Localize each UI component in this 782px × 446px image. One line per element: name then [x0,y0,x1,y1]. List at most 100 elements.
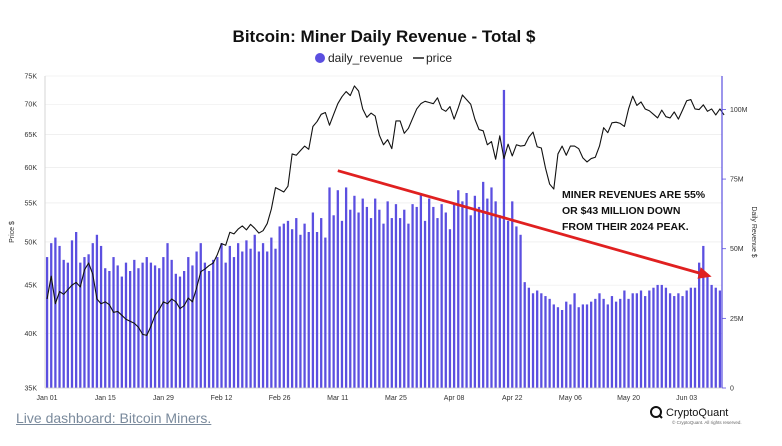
revenue-bar [236,243,240,388]
revenue-bar [108,271,111,388]
revenue-bar [70,240,74,388]
revenue-bar [515,226,518,388]
revenue-bar [465,193,468,388]
live-dashboard-link[interactable]: Live dashboard: Bitcoin Miners. [16,410,212,426]
revenue-bar [457,190,460,388]
revenue-bar [573,293,576,388]
revenue-bar [270,237,273,388]
revenue-bar [681,296,684,388]
left-tick-label: 50K [25,239,38,246]
revenue-bar [278,226,281,388]
brand: CryptoQuant © CryptoQuant. All rights re… [650,406,742,425]
revenue-bar [261,243,265,388]
legend: daily_revenue price [315,51,452,65]
revenue-bar [336,190,339,388]
revenue-bar [369,218,373,388]
revenue-bar [182,271,186,388]
revenue-bar [585,304,589,388]
revenue-bar [677,293,680,388]
revenue-bar [158,268,161,388]
revenue-bar [274,248,277,388]
revenue-bar [365,206,369,388]
left-tick-label: 65K [25,132,38,139]
revenue-bar [581,304,585,388]
revenue-bar [257,251,261,388]
revenue-bar [610,296,614,388]
revenue-bar [614,301,618,388]
revenue-bar [216,257,219,388]
revenue-bar [523,282,526,388]
x-tick-label: May 20 [617,395,640,402]
left-tick-label: 40K [25,331,38,338]
left-tick-label: 55K [25,200,38,207]
revenue-bars [45,89,722,388]
revenue-bar [436,218,439,388]
revenue-bar [394,204,398,388]
revenue-bar [315,232,319,388]
revenue-bar [577,307,580,388]
revenue-bar [324,237,327,388]
revenue-bar [203,262,207,388]
left-tick-label: 75K [25,74,38,81]
revenue-bar [565,301,568,388]
annotation-line-3: FROM THEIR 2024 PEAK. [562,221,689,233]
revenue-bar [166,243,169,388]
revenue-bar [440,204,443,388]
right-tick-label: 50M [730,246,744,253]
annotation-line-2: OR $43 MILLION DOWN [562,205,680,217]
revenue-bar [382,223,385,388]
legend-dot-daily-revenue [315,53,325,63]
logo-tail [658,414,663,419]
revenue-bar [54,237,57,388]
x-axis-ticks: Jan 01 Jan 15 Jan 29 Feb 12 Feb 26 Mar 11 Mar … [37,395,698,402]
revenue-bar [668,293,672,388]
revenue-bar [295,218,298,388]
revenue-bar [594,298,597,388]
cryptoquant-logo-icon [650,406,662,418]
trend-arrow-head [697,267,712,279]
brand-note: © CryptoQuant. All rights reserved. [672,419,742,425]
revenue-bar [477,206,481,388]
left-tick-label: 35K [25,386,38,393]
revenue-bar [631,293,634,388]
revenue-bar [556,307,560,388]
left-axis-label: Price $ [9,221,16,243]
revenue-bar [486,198,489,388]
x-tick-label: Jan 29 [153,395,174,402]
revenue-bar [407,223,410,388]
price-line-group [46,85,725,336]
x-tick-label: May 06 [559,395,582,402]
revenue-bar [639,290,643,388]
revenue-bar [349,209,352,388]
right-tick-label: 100M [730,107,748,114]
revenue-bar [452,204,456,388]
revenue-bar [120,276,123,388]
revenue-bar [560,310,564,388]
right-tick-label: 75M [730,177,744,184]
x-tick-label: Mar 11 [327,395,348,402]
x-tick-label: Jun 03 [676,395,697,402]
revenue-bar [660,284,663,388]
revenue-bar [652,287,655,388]
revenue-bar [191,265,194,388]
revenue-bar [702,245,705,388]
revenue-bar [353,195,356,388]
revenue-bar [386,201,389,388]
revenue-bar [498,215,501,388]
revenue-bar [249,248,252,388]
revenue-bar [398,218,402,388]
revenue-bar [145,257,148,388]
x-tick-label: Apr 22 [502,395,523,402]
x-tick-label: Apr 08 [444,395,465,402]
trend-arrow-group [337,169,712,279]
left-tick-label: 60K [25,165,38,172]
revenue-bar [116,265,119,388]
revenue-bar [423,220,427,388]
revenue-bar [544,296,547,388]
revenue-bar [178,276,182,388]
revenue-bar [58,245,61,388]
left-tick-label: 45K [25,283,38,290]
x-tick-label: Feb 12 [211,395,233,402]
revenue-bar [706,276,709,388]
